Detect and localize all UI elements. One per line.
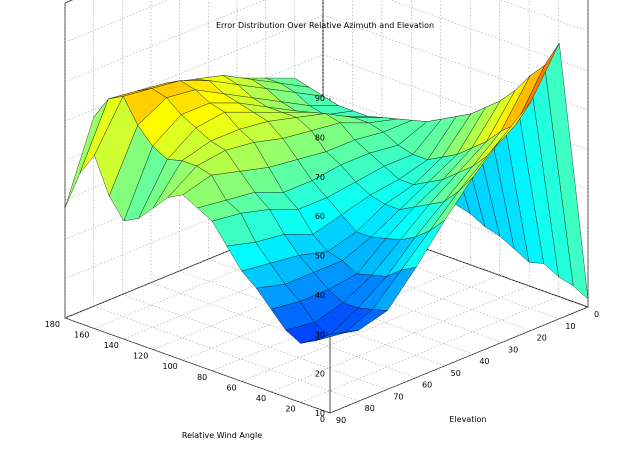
grid-line-z	[64, 0, 265, 82]
grid-line-y	[122, 294, 388, 390]
y-tick-label: 80	[365, 404, 375, 413]
grid-line-x	[212, 264, 471, 372]
x-tick-label: 100	[162, 362, 177, 371]
axis-ticks: 1020304050607080900204060801001201401601…	[45, 94, 599, 425]
z-tick-label: 40	[315, 291, 325, 300]
z-tick-label: 80	[315, 133, 325, 142]
grid-line-y	[64, 317, 331, 414]
y-tick-label: 10	[565, 322, 575, 331]
z-tick-label: 50	[315, 252, 325, 261]
z-tick-label: 90	[315, 94, 325, 103]
grid-line-z	[389, 0, 589, 71]
x-tick-label: 60	[226, 383, 236, 392]
z-tick-label: 20	[315, 370, 325, 379]
y-tick-label: 50	[451, 369, 461, 378]
x-tick-label: 80	[197, 373, 207, 382]
y-tick-label: 20	[537, 334, 547, 343]
grid-line-z	[64, 0, 169, 43]
x-tick-label: 120	[133, 352, 148, 361]
x-tick-label: 140	[104, 341, 119, 350]
y-axis-label: Elevation	[449, 415, 486, 424]
grid-line-z	[64, 0, 73, 4]
y-tick-label: 30	[508, 345, 518, 354]
y-tick-label: 70	[393, 392, 403, 401]
x-tick-label: 20	[285, 404, 295, 413]
grid-line-y	[93, 305, 359, 402]
x-tick-label: 0	[320, 415, 325, 424]
z-tick-label: 10	[315, 409, 325, 418]
grid-line-z	[499, 0, 589, 32]
y-tick-label: 60	[422, 381, 432, 390]
grid-line-x	[241, 275, 500, 382]
grid-line-x	[329, 306, 589, 414]
y-tick-label: 40	[479, 357, 489, 366]
grid-line-x	[300, 296, 559, 403]
z-tick-label: 30	[315, 330, 325, 339]
x-tick-label: 160	[74, 331, 89, 340]
grid-line-x	[271, 285, 530, 393]
x-tick-label: 180	[45, 320, 60, 329]
surface-plot	[64, 43, 589, 344]
grid-line-y	[150, 282, 417, 378]
y-tick-label: 0	[594, 310, 599, 319]
chart-title: Error Distribution Over Relative Azimuth…	[216, 21, 434, 30]
z-tick-label: 70	[315, 173, 325, 182]
y-tick-label: 90	[336, 416, 346, 425]
surface-patch	[315, 330, 359, 341]
z-tick-label: 60	[315, 212, 325, 221]
x-axis-label: Relative Wind Angle	[182, 431, 262, 440]
x-tick-label: 40	[256, 394, 266, 403]
